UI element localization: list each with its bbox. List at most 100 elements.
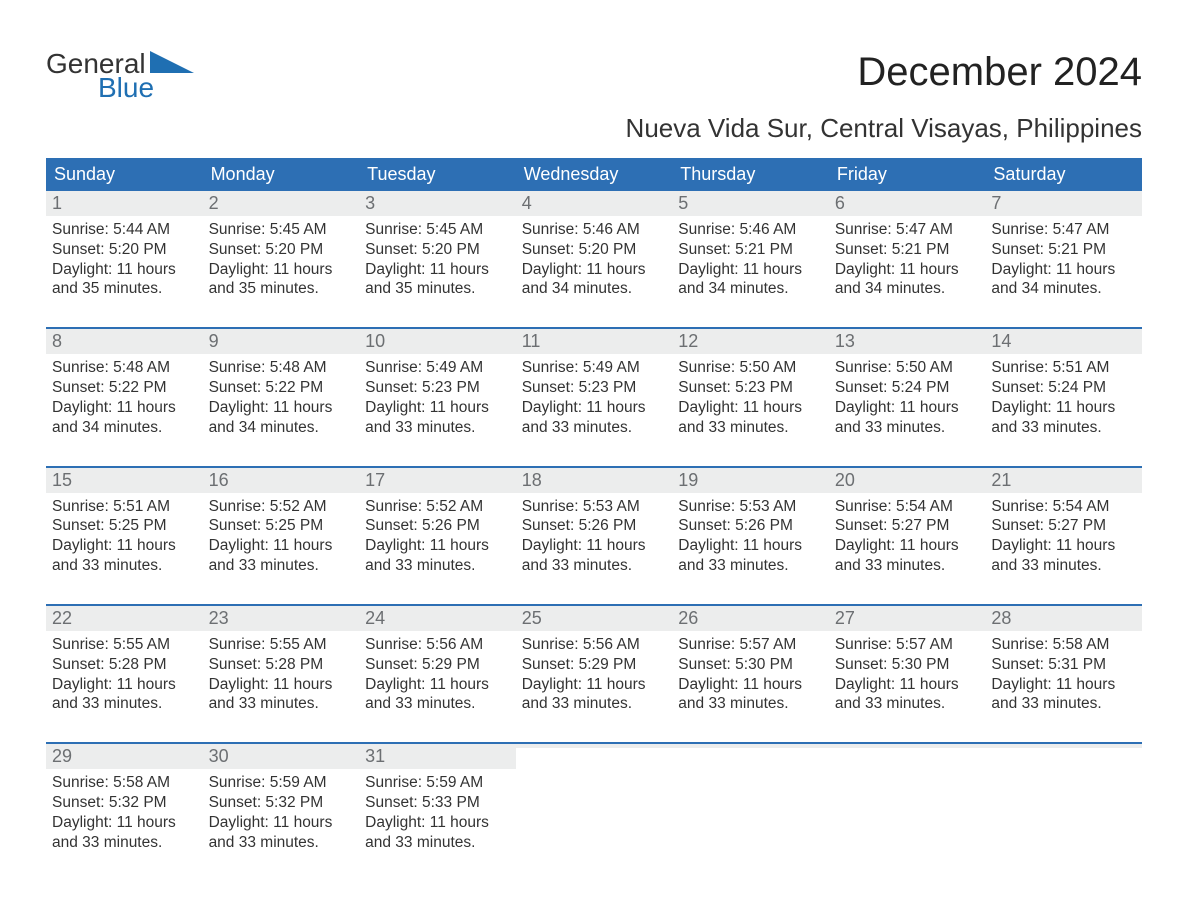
day-number-row: 9 [203,329,360,354]
d2-text: and 33 minutes. [209,694,354,714]
d1-text: Daylight: 11 hours [835,260,980,280]
day-number-row: 23 [203,606,360,631]
sunset-text: Sunset: 5:21 PM [835,240,980,260]
day-number: 2 [209,193,219,213]
sunset-text: Sunset: 5:33 PM [365,793,510,813]
day-number: 17 [365,470,385,490]
d2-text: and 33 minutes. [678,418,823,438]
day-cell: 25Sunrise: 5:56 AMSunset: 5:29 PMDayligh… [516,606,673,714]
day-cell: 10Sunrise: 5:49 AMSunset: 5:23 PMDayligh… [359,329,516,437]
day-number: 16 [209,470,229,490]
day-number-row: 25 [516,606,673,631]
sunset-text: Sunset: 5:20 PM [52,240,197,260]
day-number-row [516,744,673,748]
day-body: Sunrise: 5:47 AMSunset: 5:21 PMDaylight:… [829,216,986,299]
day-number-row: 17 [359,468,516,493]
day-cell: 5Sunrise: 5:46 AMSunset: 5:21 PMDaylight… [672,191,829,299]
d2-text: and 33 minutes. [678,694,823,714]
day-body: Sunrise: 5:51 AMSunset: 5:25 PMDaylight:… [46,493,203,576]
sunset-text: Sunset: 5:26 PM [678,516,823,536]
day-number-row [985,744,1142,748]
d2-text: and 33 minutes. [991,556,1136,576]
day-body: Sunrise: 5:57 AMSunset: 5:30 PMDaylight:… [672,631,829,714]
d1-text: Daylight: 11 hours [365,398,510,418]
sunset-text: Sunset: 5:27 PM [835,516,980,536]
sunset-text: Sunset: 5:25 PM [52,516,197,536]
d2-text: and 35 minutes. [365,279,510,299]
sunrise-text: Sunrise: 5:58 AM [52,773,197,793]
d1-text: Daylight: 11 hours [991,260,1136,280]
day-number-row: 31 [359,744,516,769]
sunset-text: Sunset: 5:23 PM [522,378,667,398]
sunrise-text: Sunrise: 5:49 AM [522,358,667,378]
sunrise-text: Sunrise: 5:51 AM [991,358,1136,378]
day-number-row: 6 [829,191,986,216]
d1-text: Daylight: 11 hours [209,813,354,833]
d1-text: Daylight: 11 hours [365,536,510,556]
d2-text: and 33 minutes. [991,694,1136,714]
sunrise-text: Sunrise: 5:53 AM [678,497,823,517]
sunrise-text: Sunrise: 5:46 AM [522,220,667,240]
d1-text: Daylight: 11 hours [365,675,510,695]
sunrise-text: Sunrise: 5:50 AM [678,358,823,378]
day-number-row: 8 [46,329,203,354]
sunrise-text: Sunrise: 5:48 AM [52,358,197,378]
d2-text: and 33 minutes. [678,556,823,576]
d2-text: and 33 minutes. [209,833,354,853]
sunset-text: Sunset: 5:28 PM [209,655,354,675]
day-number: 12 [678,331,698,351]
week-row: 15Sunrise: 5:51 AMSunset: 5:25 PMDayligh… [46,466,1142,576]
d1-text: Daylight: 11 hours [209,675,354,695]
sunrise-text: Sunrise: 5:52 AM [209,497,354,517]
day-number-row: 7 [985,191,1142,216]
sunrise-text: Sunrise: 5:54 AM [991,497,1136,517]
day-number: 28 [991,608,1011,628]
sunset-text: Sunset: 5:22 PM [52,378,197,398]
d1-text: Daylight: 11 hours [678,398,823,418]
day-cell: 30Sunrise: 5:59 AMSunset: 5:32 PMDayligh… [203,744,360,852]
sunset-text: Sunset: 5:20 PM [209,240,354,260]
sunset-text: Sunset: 5:31 PM [991,655,1136,675]
sunset-text: Sunset: 5:20 PM [365,240,510,260]
sunset-text: Sunset: 5:24 PM [991,378,1136,398]
day-number: 11 [522,331,541,351]
day-of-week-header: Sunday Monday Tuesday Wednesday Thursday… [46,158,1142,191]
sunset-text: Sunset: 5:32 PM [52,793,197,813]
day-number: 23 [209,608,229,628]
d1-text: Daylight: 11 hours [365,813,510,833]
d1-text: Daylight: 11 hours [209,536,354,556]
sunrise-text: Sunrise: 5:51 AM [52,497,197,517]
location: Nueva Vida Sur, Central Visayas, Philipp… [626,113,1142,144]
day-number: 3 [365,193,375,213]
sunset-text: Sunset: 5:21 PM [991,240,1136,260]
day-number: 26 [678,608,698,628]
d2-text: and 33 minutes. [522,418,667,438]
sunrise-text: Sunrise: 5:55 AM [52,635,197,655]
day-number-row: 24 [359,606,516,631]
day-cell: 18Sunrise: 5:53 AMSunset: 5:26 PMDayligh… [516,468,673,576]
day-body: Sunrise: 5:48 AMSunset: 5:22 PMDaylight:… [203,354,360,437]
d2-text: and 34 minutes. [522,279,667,299]
sunset-text: Sunset: 5:26 PM [522,516,667,536]
day-body: Sunrise: 5:46 AMSunset: 5:20 PMDaylight:… [516,216,673,299]
sunset-text: Sunset: 5:27 PM [991,516,1136,536]
sunset-text: Sunset: 5:30 PM [678,655,823,675]
day-body: Sunrise: 5:45 AMSunset: 5:20 PMDaylight:… [359,216,516,299]
sunrise-text: Sunrise: 5:56 AM [365,635,510,655]
d2-text: and 33 minutes. [365,556,510,576]
sunrise-text: Sunrise: 5:53 AM [522,497,667,517]
day-number: 14 [991,331,1011,351]
d1-text: Daylight: 11 hours [522,260,667,280]
week-row: 29Sunrise: 5:58 AMSunset: 5:32 PMDayligh… [46,742,1142,852]
d1-text: Daylight: 11 hours [52,398,197,418]
sunrise-text: Sunrise: 5:46 AM [678,220,823,240]
day-cell: 21Sunrise: 5:54 AMSunset: 5:27 PMDayligh… [985,468,1142,576]
day-number: 4 [522,193,532,213]
d1-text: Daylight: 11 hours [52,536,197,556]
sunset-text: Sunset: 5:23 PM [678,378,823,398]
sunrise-text: Sunrise: 5:47 AM [835,220,980,240]
d2-text: and 34 minutes. [991,279,1136,299]
d1-text: Daylight: 11 hours [678,536,823,556]
d2-text: and 33 minutes. [835,418,980,438]
d1-text: Daylight: 11 hours [52,813,197,833]
